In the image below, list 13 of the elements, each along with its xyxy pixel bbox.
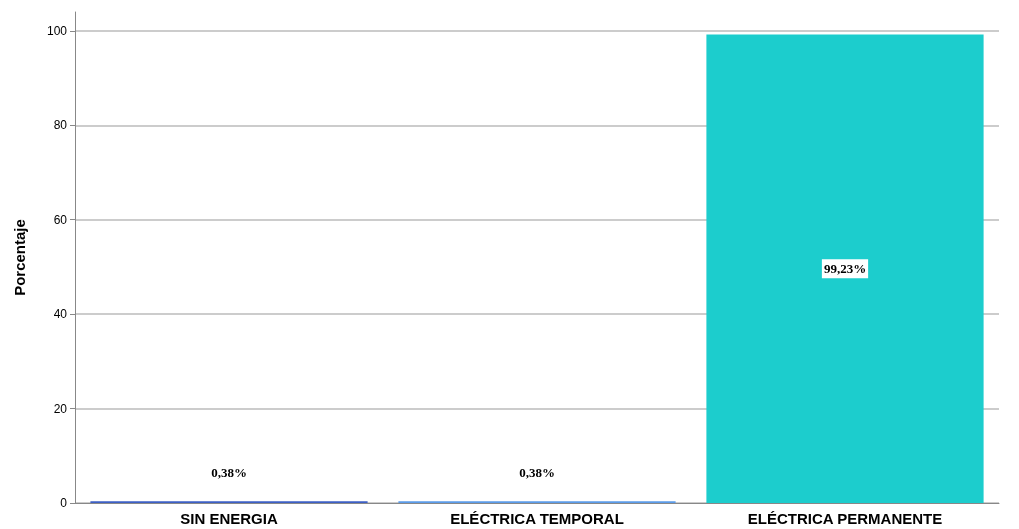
y-tick-label: 0 xyxy=(60,496,68,510)
x-tick-label: SIN ENERGIA xyxy=(180,510,278,527)
y-tick-label: 40 xyxy=(53,307,68,322)
y-axis-title: Porcentaje xyxy=(11,219,28,296)
y-tick-label: 80 xyxy=(53,118,68,133)
x-tick-label: ELÉCTRICA PERMANENTE xyxy=(747,510,943,527)
data-label: 99,23% xyxy=(823,261,867,277)
x-tick-label: ELÉCTRICA TEMPORAL xyxy=(450,510,624,527)
data-label: 0,38% xyxy=(211,465,247,481)
data-label: 0,38% xyxy=(519,465,555,481)
y-tick-label: 60 xyxy=(53,212,68,227)
y-tick-label: 100 xyxy=(46,23,68,38)
y-tick-label: 20 xyxy=(53,401,68,416)
